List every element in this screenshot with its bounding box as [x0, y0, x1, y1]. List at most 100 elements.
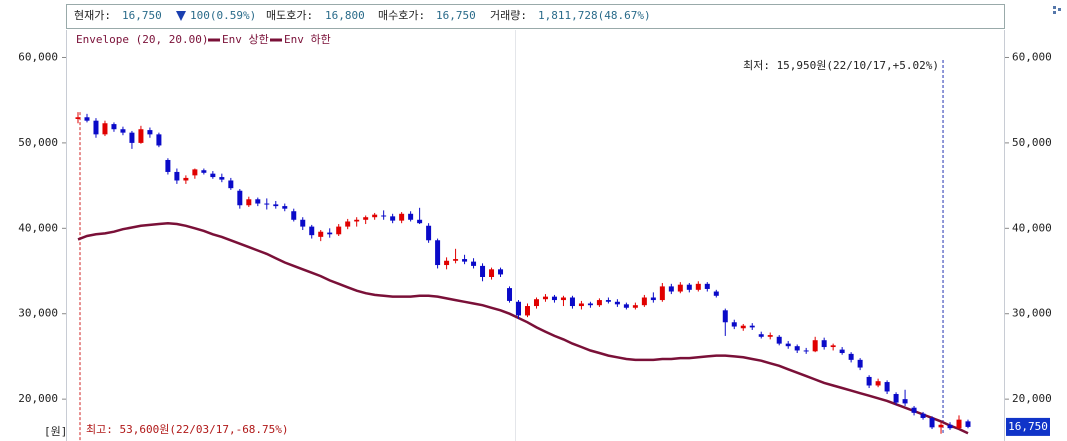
y-tick-label: 50,000 [1012, 136, 1052, 149]
volume-label: 거래량: [490, 9, 527, 22]
candle-body [533, 299, 539, 307]
y-tick-label: 20,000 [18, 392, 58, 405]
candle-body [938, 424, 944, 428]
candle-body [902, 399, 908, 404]
candle-body [830, 345, 836, 348]
candle-body [453, 259, 459, 261]
candle-body [354, 219, 360, 222]
candle-body [866, 376, 872, 386]
candle-body [956, 419, 962, 429]
candle-body [498, 269, 504, 275]
candle-body [821, 340, 827, 348]
candle-body [147, 130, 153, 135]
candle-body [731, 322, 737, 327]
candle-body [408, 213, 414, 220]
candle-body [192, 169, 198, 176]
price-label: 현재가: [74, 9, 111, 22]
y-tick-label: 20,000 [1012, 392, 1052, 405]
candle-body [111, 124, 117, 130]
candle-body [138, 129, 144, 143]
candle-body [587, 303, 593, 306]
candle-body [246, 199, 252, 206]
candle-body [183, 177, 189, 181]
candle-body [713, 291, 719, 296]
candle-body [875, 381, 881, 386]
candle-body [417, 219, 423, 224]
candle-body [210, 173, 216, 178]
top-right-icon[interactable] [1053, 6, 1061, 14]
current-price-box [1006, 417, 1050, 436]
legend-label: Env 상한 [222, 33, 269, 46]
candle-body [749, 325, 755, 328]
header-box [66, 4, 1005, 29]
candle-body [372, 214, 378, 218]
candle-body [920, 413, 926, 418]
candle-body [516, 301, 522, 316]
candle-body [300, 219, 306, 227]
candle-body [614, 301, 620, 305]
candle-body [767, 335, 773, 337]
candle-body [605, 300, 611, 302]
y-tick-label: 60,000 [1012, 50, 1052, 63]
candle-body [947, 424, 953, 429]
bid: 16,750 [436, 9, 476, 22]
candle-body [848, 353, 854, 360]
candle-body [659, 286, 665, 301]
candle-body [264, 203, 270, 205]
candle-body [794, 346, 800, 351]
candle-body [381, 215, 387, 217]
candle-body [911, 407, 917, 413]
candle-body [363, 217, 369, 220]
price: 16,750 [122, 9, 162, 22]
candle-body [255, 199, 261, 204]
candle-body [426, 225, 432, 241]
legend-label: Env 하한 [284, 32, 331, 46]
candle-body [390, 216, 396, 221]
candle-body [219, 177, 225, 180]
candle-body [641, 297, 647, 306]
candle-body [776, 336, 782, 344]
candle-body [623, 304, 629, 308]
candle-body [282, 206, 288, 209]
candle-body [129, 132, 135, 143]
low-label: 최저: 15,950원(22/10/17,+5.02%) [743, 59, 939, 72]
candle-body [120, 129, 126, 133]
candle-body [435, 240, 441, 266]
candle-body [893, 394, 899, 403]
candle-body [291, 211, 297, 220]
candle-body [542, 296, 548, 300]
y-tick-label: 60,000 [18, 50, 58, 63]
candle-body [695, 283, 701, 290]
candle-body [93, 120, 99, 135]
candle-body [560, 297, 566, 301]
candle-body [785, 343, 791, 347]
candle-body [507, 288, 513, 301]
indicator-label: Envelope (20, 20.00) [76, 33, 208, 46]
candle-body [632, 305, 638, 308]
candle-body [839, 349, 845, 354]
candle-body [686, 284, 692, 290]
candle-body [578, 303, 584, 307]
candle-body [75, 117, 81, 119]
y-unit: [원] [44, 425, 67, 438]
candle-body [336, 226, 342, 235]
candle-body [596, 300, 602, 306]
candle-body [677, 284, 683, 292]
ask-label: 매도호가: [266, 9, 313, 22]
candle-body [965, 421, 971, 427]
candle-body [228, 180, 234, 189]
candle-body [201, 170, 207, 173]
candle-body [399, 213, 405, 221]
candle-body [156, 134, 162, 146]
candle-body [551, 296, 557, 301]
y-tick-label: 40,000 [1012, 221, 1052, 234]
ask: 16,800 [325, 9, 365, 22]
candle-body [345, 221, 351, 227]
candle-body [803, 350, 809, 352]
candle-body [174, 171, 180, 181]
candle-body [165, 159, 171, 172]
candle-body [704, 283, 710, 289]
candle-body [740, 325, 746, 329]
